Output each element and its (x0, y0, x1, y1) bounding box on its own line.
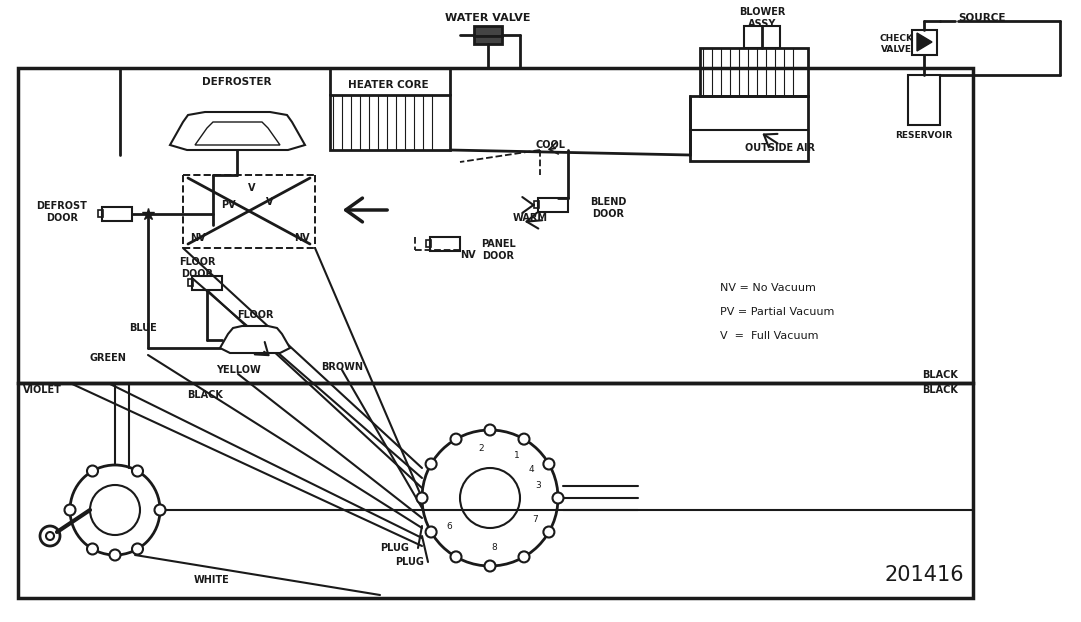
Bar (744, 26, 780, 48)
Text: NV: NV (461, 250, 476, 260)
Text: PANEL
DOOR: PANEL DOOR (481, 239, 516, 261)
Text: NV: NV (294, 233, 310, 243)
Text: WHITE: WHITE (195, 575, 230, 585)
Bar (908, 75, 940, 125)
Text: V: V (249, 183, 256, 193)
Polygon shape (917, 33, 932, 51)
Bar (192, 276, 222, 290)
Circle shape (552, 493, 563, 503)
Bar (473, 26, 502, 36)
Circle shape (544, 458, 555, 470)
Circle shape (519, 434, 530, 445)
Circle shape (46, 532, 54, 540)
Bar (430, 237, 461, 251)
Polygon shape (221, 326, 290, 353)
Bar (18, 68, 973, 383)
Text: PV = Partial Vacuum: PV = Partial Vacuum (720, 307, 835, 317)
Text: NV = No Vacuum: NV = No Vacuum (720, 283, 816, 293)
Bar (700, 48, 808, 96)
Polygon shape (195, 122, 280, 145)
Text: SOURCE: SOURCE (958, 13, 1005, 23)
Circle shape (109, 549, 120, 560)
Bar (534, 201, 539, 208)
Text: FLOOR
DOOR: FLOOR DOOR (178, 258, 215, 279)
Text: DEFROSTER: DEFROSTER (202, 77, 271, 87)
Bar (98, 210, 103, 217)
Text: BLACK: BLACK (922, 385, 958, 395)
Text: RESERVOIR: RESERVOIR (895, 131, 952, 139)
Circle shape (132, 544, 143, 554)
Text: BLACK: BLACK (922, 370, 958, 380)
Circle shape (484, 424, 495, 435)
Circle shape (544, 526, 555, 537)
Text: WATER VALVE: WATER VALVE (445, 13, 531, 23)
Text: COOL: COOL (535, 140, 565, 150)
Text: BLUE: BLUE (129, 323, 157, 333)
Circle shape (426, 458, 437, 470)
Text: NV: NV (190, 233, 205, 243)
Text: PLUG: PLUG (381, 543, 410, 553)
Text: 2: 2 (479, 444, 484, 453)
Circle shape (65, 504, 76, 516)
Text: GREEN: GREEN (90, 353, 126, 363)
Circle shape (416, 493, 427, 503)
Text: 6: 6 (446, 522, 452, 531)
Text: VIOLET: VIOLET (23, 385, 62, 395)
Bar (426, 240, 431, 247)
Circle shape (86, 544, 98, 554)
Circle shape (451, 551, 462, 562)
Text: 201416: 201416 (885, 565, 964, 585)
Text: HEATER CORE: HEATER CORE (348, 80, 428, 90)
Circle shape (155, 504, 165, 516)
Text: 8: 8 (492, 543, 497, 552)
Bar (690, 96, 808, 161)
Text: 1: 1 (513, 451, 519, 460)
Text: FLOOR: FLOOR (237, 310, 273, 320)
Text: OUTSIDE AIR: OUTSIDE AIR (745, 143, 815, 153)
Bar (102, 207, 132, 221)
Bar (473, 36, 502, 44)
Text: BLACK: BLACK (187, 390, 223, 400)
Bar (330, 95, 450, 150)
Circle shape (451, 434, 462, 445)
Text: YELLOW: YELLOW (215, 365, 261, 375)
Text: WARM: WARM (512, 213, 547, 223)
Text: V  =  Full Vacuum: V = Full Vacuum (720, 331, 818, 341)
Text: PLUG: PLUG (396, 557, 425, 567)
Bar (912, 30, 937, 55)
Text: 3: 3 (535, 481, 542, 490)
Bar (188, 279, 193, 286)
Text: BLEND
DOOR: BLEND DOOR (590, 197, 626, 219)
Text: 4: 4 (529, 465, 534, 474)
Bar (538, 198, 568, 212)
Text: DEFROST
DOOR: DEFROST DOOR (37, 201, 88, 223)
Bar (18, 383, 973, 598)
Circle shape (519, 551, 530, 562)
Text: CHECK
VALVE: CHECK VALVE (879, 34, 913, 53)
Text: BLOWER
ASSY: BLOWER ASSY (738, 7, 785, 29)
Circle shape (426, 526, 437, 537)
Circle shape (132, 465, 143, 476)
Text: V: V (266, 197, 273, 207)
Circle shape (484, 560, 495, 572)
Text: 7: 7 (533, 514, 538, 524)
Polygon shape (170, 112, 305, 150)
Text: BROWN: BROWN (321, 362, 363, 372)
Circle shape (86, 465, 98, 476)
Text: PV: PV (221, 200, 236, 210)
